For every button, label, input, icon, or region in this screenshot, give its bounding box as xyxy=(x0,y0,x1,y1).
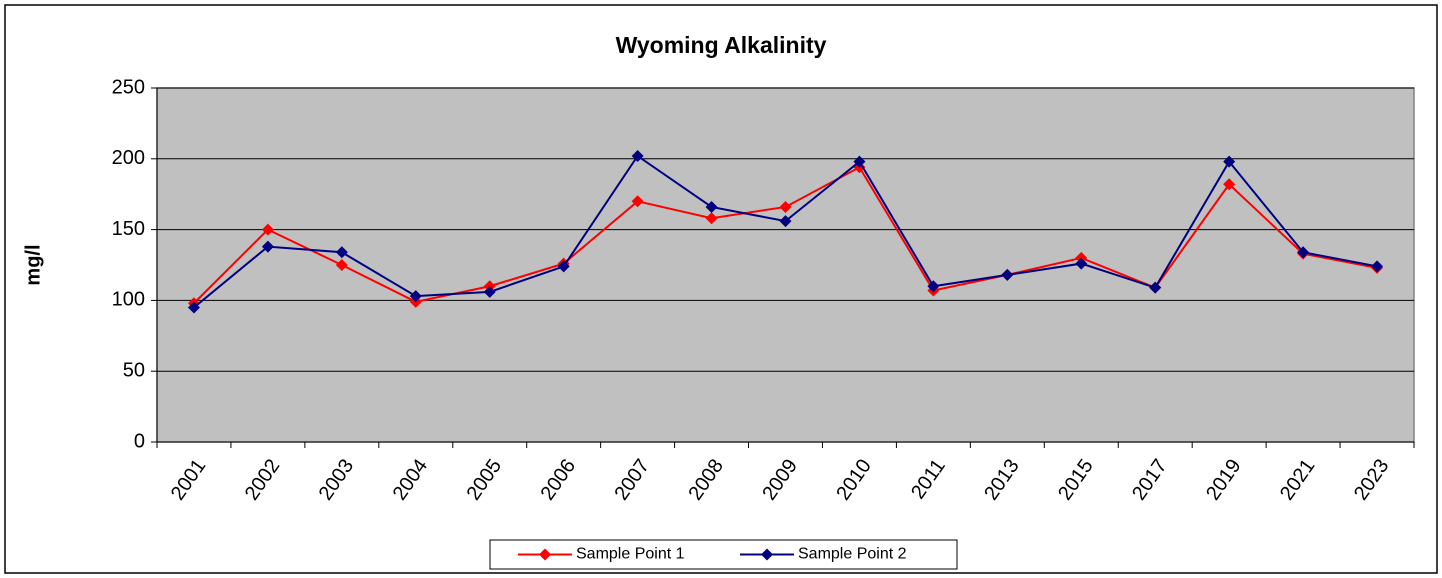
chart-title: Wyoming Alkalinity xyxy=(616,32,827,58)
data-point xyxy=(483,285,496,298)
data-point xyxy=(631,195,644,208)
data-point xyxy=(557,260,570,273)
data-point xyxy=(335,246,348,259)
data-point xyxy=(927,280,940,293)
data-point xyxy=(631,149,644,162)
y-tick-label: 150 xyxy=(112,218,145,240)
data-point xyxy=(409,290,422,303)
data-point xyxy=(779,200,792,213)
data-point xyxy=(187,301,200,314)
data-point xyxy=(1149,281,1162,294)
legend-marker xyxy=(539,548,551,561)
data-point xyxy=(1075,257,1088,270)
legend-label: Sample Point 1 xyxy=(576,546,685,563)
legend-marker xyxy=(761,548,773,561)
y-tick-label: 200 xyxy=(112,147,145,169)
plot-area xyxy=(156,87,1415,443)
y-tick-label: 50 xyxy=(123,359,145,381)
data-point xyxy=(1223,178,1236,191)
data-point xyxy=(779,215,792,228)
y-axis-label: mg/l xyxy=(22,244,44,285)
data-point xyxy=(853,155,866,168)
data-point xyxy=(335,259,348,271)
data-point xyxy=(1223,155,1236,168)
legend-label: Sample Point 2 xyxy=(798,546,907,563)
data-point xyxy=(1001,268,1014,281)
data-point xyxy=(705,212,718,225)
data-point xyxy=(261,240,274,253)
data-point xyxy=(1297,246,1310,259)
y-tick-label: 0 xyxy=(134,430,145,452)
y-tick-label: 250 xyxy=(112,76,145,98)
y-tick-label: 100 xyxy=(112,289,145,311)
data-point xyxy=(705,200,718,213)
data-point xyxy=(261,223,274,236)
data-point xyxy=(1371,260,1384,273)
